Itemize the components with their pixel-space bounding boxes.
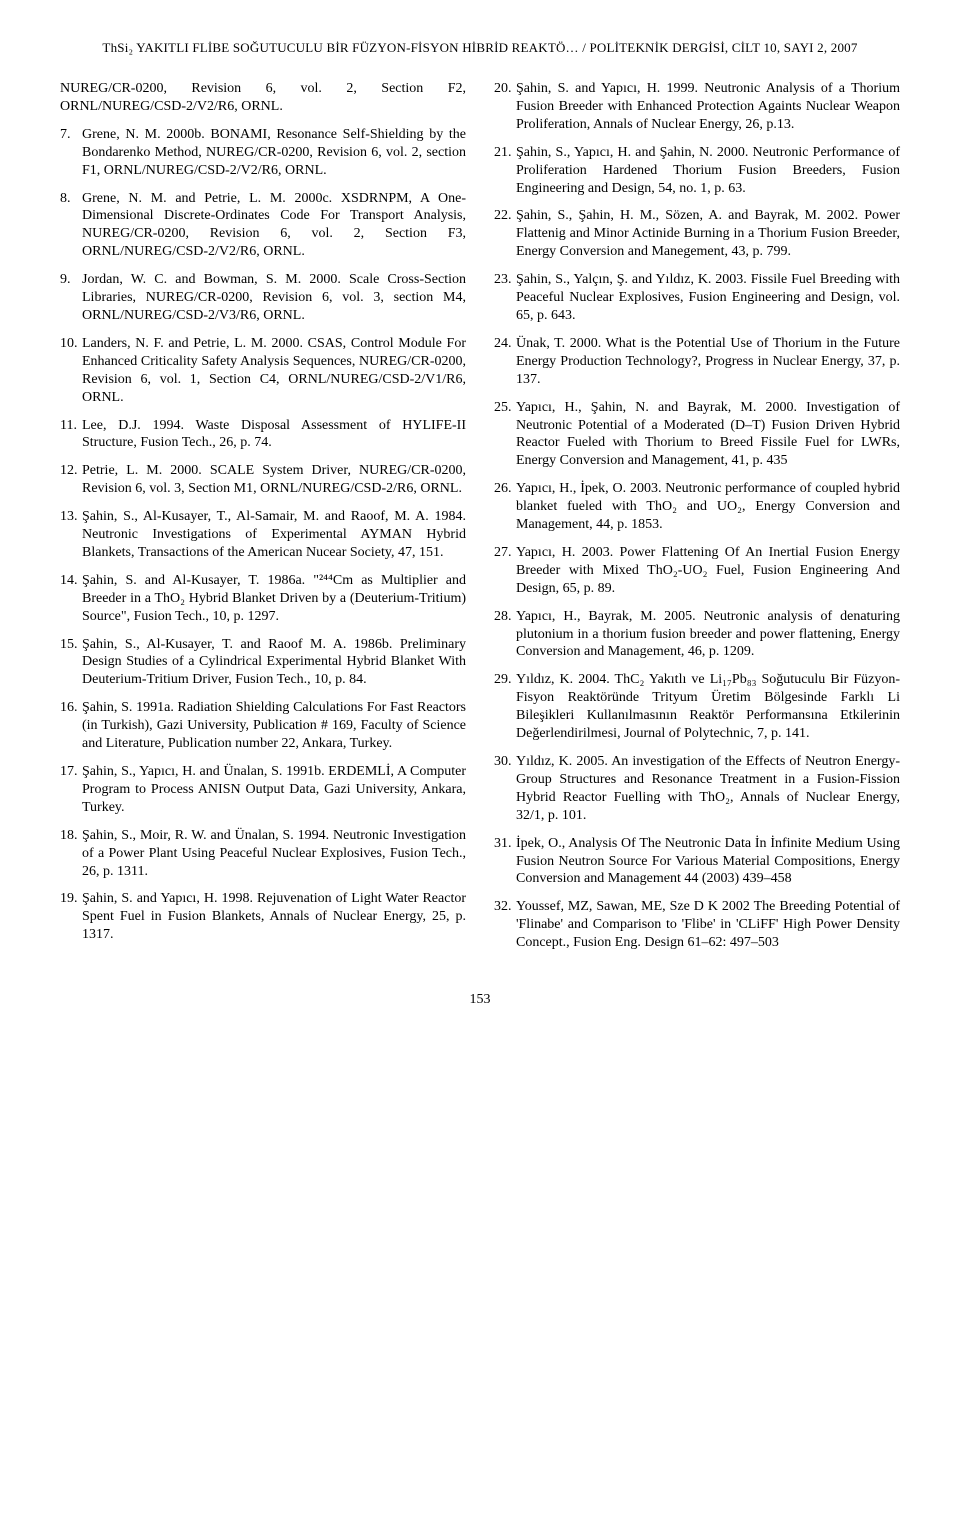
- reference-item: 7.Grene, N. M. 2000b. BONAMI, Resonance …: [60, 126, 466, 180]
- reference-item: 25.Yapıcı, H., Şahin, N. and Bayrak, M. …: [494, 399, 900, 471]
- reference-text: Şahin, S., Yapıcı, H. and Şahin, N. 2000…: [516, 144, 900, 198]
- reference-number: 25.: [494, 399, 516, 471]
- reference-item: 13.Şahin, S., Al-Kusayer, T., Al-Samair,…: [60, 508, 466, 562]
- reference-text: Landers, N. F. and Petrie, L. M. 2000. C…: [82, 335, 466, 407]
- reference-text: İpek, O., Analysis Of The Neutronic Data…: [516, 835, 900, 889]
- reference-item: 8.Grene, N. M. and Petrie, L. M. 2000c. …: [60, 190, 466, 262]
- reference-text: Youssef, MZ, Sawan, ME, Sze D K 2002 The…: [516, 898, 900, 952]
- left-column: NUREG/CR-0200, Revision 6, vol. 2, Secti…: [60, 80, 466, 962]
- reference-number: 13.: [60, 508, 82, 562]
- reference-number: 18.: [60, 827, 82, 881]
- reference-text: Şahin, S., Yapıcı, H. and Ünalan, S. 199…: [82, 763, 466, 817]
- reference-item: 17.Şahin, S., Yapıcı, H. and Ünalan, S. …: [60, 763, 466, 817]
- reference-number: 9.: [60, 271, 82, 325]
- reference-number: 22.: [494, 207, 516, 261]
- reference-text: Yıldız, K. 2004. ThC₂ Yakıtlı ve Li₁₇Pb₈…: [516, 671, 900, 743]
- reference-item: 21.Şahin, S., Yapıcı, H. and Şahin, N. 2…: [494, 144, 900, 198]
- reference-text: Yapıcı, H. 2003. Power Flattening Of An …: [516, 544, 900, 598]
- reference-text: Şahin, S., Moir, R. W. and Ünalan, S. 19…: [82, 827, 466, 881]
- reference-number: 21.: [494, 144, 516, 198]
- reference-number: 11.: [60, 417, 82, 453]
- reference-text: Şahin, S., Şahin, H. M., Sözen, A. and B…: [516, 207, 900, 261]
- reference-text: Lee, D.J. 1994. Waste Disposal Assessmen…: [82, 417, 466, 453]
- reference-text: Yıldız, K. 2005. An investigation of the…: [516, 753, 900, 825]
- reference-text: Şahin, S., Al-Kusayer, T., Al-Samair, M.…: [82, 508, 466, 562]
- reference-number: 26.: [494, 480, 516, 534]
- reference-item: 24.Ünak, T. 2000. What is the Potential …: [494, 335, 900, 389]
- reference-number: 27.: [494, 544, 516, 598]
- reference-text: Grene, N. M. and Petrie, L. M. 2000c. XS…: [82, 190, 466, 262]
- reference-number: 23.: [494, 271, 516, 325]
- reference-text: Şahin, S. 1991a. Radiation Shielding Cal…: [82, 699, 466, 753]
- reference-number: 19.: [60, 890, 82, 944]
- reference-number: 8.: [60, 190, 82, 262]
- reference-number: 17.: [60, 763, 82, 817]
- reference-text: Yapıcı, H., Bayrak, M. 2005. Neutronic a…: [516, 608, 900, 662]
- reference-text: Yapıcı, H., İpek, O. 2003. Neutronic per…: [516, 480, 900, 534]
- reference-item: 32.Youssef, MZ, Sawan, ME, Sze D K 2002 …: [494, 898, 900, 952]
- reference-text: Şahin, S. and Al-Kusayer, T. 1986a. "²⁴⁴…: [82, 572, 466, 626]
- reference-item: 15.Şahin, S., Al-Kusayer, T. and Raoof M…: [60, 636, 466, 690]
- reference-item: 30.Yıldız, K. 2005. An investigation of …: [494, 753, 900, 825]
- reference-number: 29.: [494, 671, 516, 743]
- reference-text: NUREG/CR-0200, Revision 6, vol. 2, Secti…: [60, 80, 466, 116]
- reference-text: Şahin, S., Al-Kusayer, T. and Raoof M. A…: [82, 636, 466, 690]
- reference-item: 10.Landers, N. F. and Petrie, L. M. 2000…: [60, 335, 466, 407]
- reference-text: Ünak, T. 2000. What is the Potential Use…: [516, 335, 900, 389]
- reference-text: Jordan, W. C. and Bowman, S. M. 2000. Sc…: [82, 271, 466, 325]
- reference-number: 24.: [494, 335, 516, 389]
- reference-item: 22.Şahin, S., Şahin, H. M., Sözen, A. an…: [494, 207, 900, 261]
- reference-item: 28.Yapıcı, H., Bayrak, M. 2005. Neutroni…: [494, 608, 900, 662]
- reference-number: 28.: [494, 608, 516, 662]
- reference-text: Petrie, L. M. 2000. SCALE System Driver,…: [82, 462, 466, 498]
- reference-item: 29.Yıldız, K. 2004. ThC₂ Yakıtlı ve Li₁₇…: [494, 671, 900, 743]
- two-column-layout: NUREG/CR-0200, Revision 6, vol. 2, Secti…: [60, 80, 900, 962]
- reference-item: 18.Şahin, S., Moir, R. W. and Ünalan, S.…: [60, 827, 466, 881]
- reference-item: 26.Yapıcı, H., İpek, O. 2003. Neutronic …: [494, 480, 900, 534]
- reference-item: 11.Lee, D.J. 1994. Waste Disposal Assess…: [60, 417, 466, 453]
- reference-number: 10.: [60, 335, 82, 407]
- page-header: ThSi₂ YAKITLI FLİBE SOĞUTUCULU BİR FÜZYO…: [60, 40, 900, 56]
- right-column: 20.Şahin, S. and Yapıcı, H. 1999. Neutro…: [494, 80, 900, 962]
- reference-item: 14.Şahin, S. and Al-Kusayer, T. 1986a. "…: [60, 572, 466, 626]
- reference-number: 14.: [60, 572, 82, 626]
- reference-number: 16.: [60, 699, 82, 753]
- reference-item: 19.Şahin, S. and Yapıcı, H. 1998. Rejuve…: [60, 890, 466, 944]
- reference-text: Grene, N. M. 2000b. BONAMI, Resonance Se…: [82, 126, 466, 180]
- reference-item: 23.Şahin, S., Yalçın, Ş. and Yıldız, K. …: [494, 271, 900, 325]
- reference-number: 32.: [494, 898, 516, 952]
- reference-text: Şahin, S. and Yapıcı, H. 1999. Neutronic…: [516, 80, 900, 134]
- reference-number: 7.: [60, 126, 82, 180]
- reference-text: Şahin, S., Yalçın, Ş. and Yıldız, K. 200…: [516, 271, 900, 325]
- reference-number: 20.: [494, 80, 516, 134]
- reference-item: 12.Petrie, L. M. 2000. SCALE System Driv…: [60, 462, 466, 498]
- reference-number: 15.: [60, 636, 82, 690]
- reference-number: 12.: [60, 462, 82, 498]
- reference-number: 30.: [494, 753, 516, 825]
- reference-text: Şahin, S. and Yapıcı, H. 1998. Rejuvenat…: [82, 890, 466, 944]
- reference-item: 20.Şahin, S. and Yapıcı, H. 1999. Neutro…: [494, 80, 900, 134]
- reference-item: 16.Şahin, S. 1991a. Radiation Shielding …: [60, 699, 466, 753]
- reference-number: 31.: [494, 835, 516, 889]
- reference-item: 31.İpek, O., Analysis Of The Neutronic D…: [494, 835, 900, 889]
- page-number: 153: [60, 992, 900, 1008]
- reference-item: 9.Jordan, W. C. and Bowman, S. M. 2000. …: [60, 271, 466, 325]
- reference-item: 27.Yapıcı, H. 2003. Power Flattening Of …: [494, 544, 900, 598]
- reference-text: Yapıcı, H., Şahin, N. and Bayrak, M. 200…: [516, 399, 900, 471]
- reference-item: NUREG/CR-0200, Revision 6, vol. 2, Secti…: [60, 80, 466, 116]
- page-container: ThSi₂ YAKITLI FLİBE SOĞUTUCULU BİR FÜZYO…: [0, 0, 960, 1058]
